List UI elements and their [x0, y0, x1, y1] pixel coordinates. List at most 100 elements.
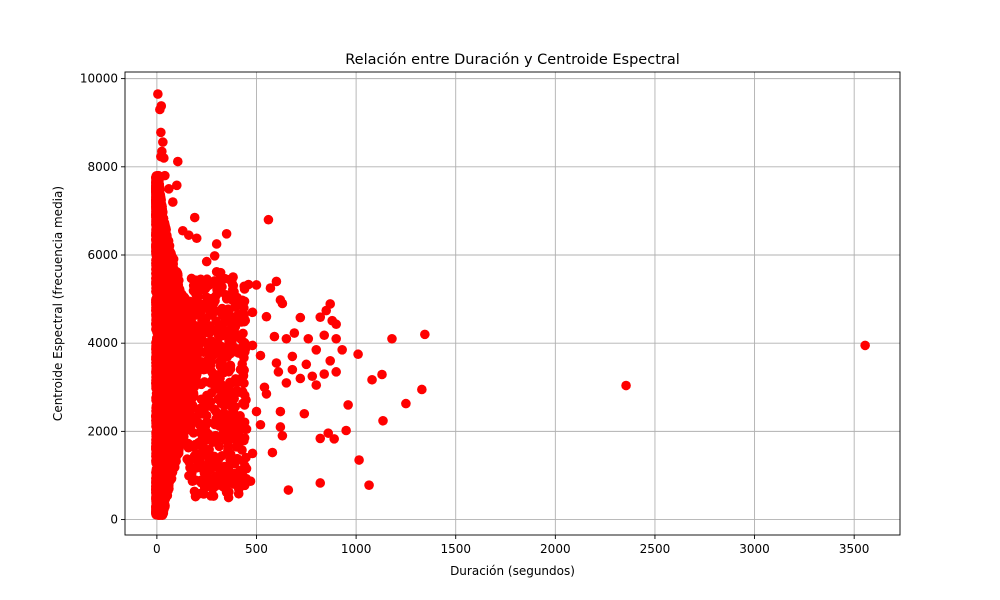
data-point: [174, 380, 184, 391]
data-point: [156, 151, 166, 162]
data-point: [152, 263, 163, 274]
data-point: [387, 333, 397, 344]
data-point: [204, 348, 215, 358]
data-point: [153, 489, 164, 500]
data-point: [241, 463, 252, 474]
data-point: [161, 336, 172, 347]
data-point: [151, 230, 161, 241]
data-point: [221, 229, 232, 239]
data-point: [307, 371, 318, 382]
y-axis-label: Centroide Espectral (frecuencia media): [51, 186, 65, 421]
data-point: [166, 300, 177, 310]
data-point: [269, 331, 280, 342]
data-point: [337, 345, 347, 355]
data-point: [182, 309, 193, 319]
data-point: [327, 315, 337, 326]
data-points: [151, 89, 870, 520]
data-point: [165, 362, 176, 373]
data-point: [234, 415, 244, 426]
data-point: [201, 364, 211, 374]
data-point: [233, 377, 243, 387]
data-point: [156, 127, 166, 138]
data-point: [161, 257, 172, 268]
data-point: [155, 271, 165, 282]
data-point: [331, 333, 341, 344]
data-point: [222, 326, 233, 336]
data-point: [153, 89, 163, 99]
data-point: [225, 449, 236, 460]
data-point: [223, 292, 234, 302]
data-point: [159, 221, 169, 232]
data-point: [364, 480, 374, 490]
data-point: [155, 311, 166, 321]
data-point: [301, 359, 312, 370]
data-point: [303, 333, 314, 344]
data-point: [189, 212, 200, 223]
data-point: [343, 400, 353, 410]
data-point: [321, 305, 332, 316]
data-point: [205, 321, 215, 331]
data-point: [214, 441, 225, 452]
data-point: [166, 347, 176, 358]
data-point: [152, 380, 163, 390]
data-point: [164, 184, 174, 194]
data-point: [205, 397, 216, 407]
data-point: [267, 447, 278, 458]
data-point: [420, 329, 430, 340]
data-point: [287, 364, 298, 375]
data-point: [283, 485, 294, 495]
data-point: [191, 373, 201, 383]
data-point: [287, 351, 298, 362]
data-point: [367, 374, 377, 385]
data-point: [201, 256, 212, 267]
data-point: [213, 394, 224, 405]
data-point: [331, 367, 341, 377]
data-point: [206, 356, 217, 367]
data-point: [203, 457, 214, 468]
data-point: [311, 380, 322, 390]
data-point: [223, 492, 234, 503]
data-point: [187, 318, 198, 329]
data-point: [230, 328, 240, 338]
data-point: [151, 372, 162, 383]
data-point: [163, 287, 174, 297]
x-tick-label: 3000: [739, 542, 770, 556]
data-point: [263, 214, 274, 225]
data-point: [152, 425, 162, 435]
data-point: [215, 267, 226, 278]
data-point: [157, 250, 168, 261]
data-point: [185, 342, 196, 352]
data-point: [239, 296, 250, 307]
data-point: [172, 268, 183, 279]
x-tick-label: 1000: [341, 542, 372, 556]
data-point: [166, 377, 177, 387]
data-point: [155, 471, 166, 482]
data-point: [183, 230, 194, 240]
data-point: [231, 442, 242, 452]
data-point: [195, 274, 206, 285]
data-point: [214, 421, 225, 431]
data-point: [247, 340, 258, 351]
data-point: [151, 190, 162, 201]
data-point: [155, 104, 165, 115]
x-tick-label: 0: [153, 542, 161, 556]
data-point: [155, 202, 166, 213]
data-point: [211, 239, 222, 249]
data-point: [188, 382, 198, 392]
data-point: [153, 281, 163, 292]
data-point: [247, 307, 258, 318]
data-point: [172, 156, 183, 167]
data-point: [251, 406, 262, 417]
data-point: [176, 407, 187, 417]
data-point: [203, 434, 214, 445]
data-point: [295, 373, 306, 384]
data-point: [239, 284, 250, 294]
data-point: [163, 480, 173, 490]
data-point: [157, 324, 167, 335]
data-point: [275, 406, 286, 417]
data-point: [227, 279, 238, 290]
y-tick-label: 6000: [87, 248, 118, 262]
data-point: [200, 449, 211, 459]
x-tick-label: 3500: [839, 542, 870, 556]
